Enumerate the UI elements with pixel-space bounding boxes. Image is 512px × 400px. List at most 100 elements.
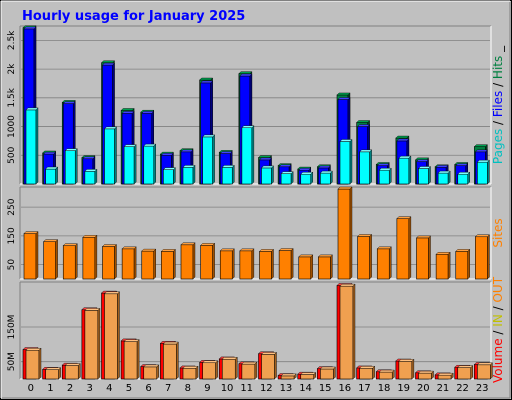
out-bar-top [241,361,258,365]
out-bar [457,367,472,380]
x-tick-label: 7 [165,383,171,394]
files-bar-top [141,111,155,114]
sites-bar-top [62,243,78,246]
x-tick-label: 10 [221,383,234,394]
sites-bar-top [82,235,98,238]
files-bar-top [376,163,390,166]
out-bar-top [221,357,238,360]
out-bar-top [261,352,277,355]
sites-bar-top [102,244,117,247]
sites-bar [141,250,155,280]
sites-bar [82,237,96,280]
out-bar-top [162,341,179,345]
out-bar [359,367,373,380]
x-tick-label: 0 [28,383,34,394]
pages-bar-side [94,168,98,185]
y-tick-label: 2.5k [7,30,17,50]
out-bar [163,343,177,380]
pages-bar [104,128,115,185]
out-bar [143,366,158,380]
x-tick-label: 21 [437,383,450,394]
pages-bar-top [280,171,294,174]
volume-in-out-label-part: IN [491,314,505,327]
out-bar [221,358,236,380]
files-bar-top [200,80,214,84]
sites-bar-top [239,248,255,252]
pages-files-hits-label-part: Pages [491,129,505,164]
sites-bar-top [200,243,216,246]
files-bar-top [239,73,253,77]
out-bar [104,293,118,380]
hits-bar-top [120,108,135,111]
pages-bar-top [241,125,255,128]
sites-bar-top [278,248,294,251]
files-bar-top [455,163,469,166]
out-bar [241,363,256,380]
sites-bar-side [35,231,39,280]
sites-bar [62,245,76,280]
out-bar [437,374,452,380]
sites-bar-top [474,234,490,237]
out-bar [182,367,197,380]
sites-bar-side [114,244,117,280]
out-bar [280,375,295,380]
out-bar [25,349,40,380]
volume-in-out-label-part: / [491,327,505,339]
pages-bar-top [339,139,353,142]
pages-bar-top [221,165,235,168]
x-tick-label: 6 [145,383,151,394]
files-bar-top [219,151,233,154]
files-bar-top [102,62,115,66]
pages-files-hits-label-part: / [491,79,505,91]
plot-area-0 [20,26,491,184]
y-tick-label: 50M [7,352,17,371]
pages-bar-top [418,166,431,169]
sites-bar-top [23,231,39,234]
sites-bar [435,253,449,280]
sites-bar [298,256,312,280]
sites-bar [455,251,469,280]
pages-bar-side [55,166,58,185]
pages-bar [25,109,37,185]
x-tick-label: 9 [204,383,210,394]
out-bar-side [254,361,258,380]
x-tick-label: 4 [106,383,112,394]
sites-bar [357,236,370,280]
hits-bar-top [473,144,488,147]
pages-bar-top [25,107,39,111]
out-bar [378,371,393,380]
files-bar-top [259,157,272,161]
y-tick-label: 150 [7,227,17,244]
x-tick-label: 23 [476,383,489,394]
volume-in-out-label-part: Volume [491,338,505,383]
out-bar-top [339,283,356,287]
pages-bar [339,141,351,185]
sites-bar-top [337,186,353,190]
out-bar [477,364,491,380]
sites-bar [200,245,213,280]
out-bar-side [97,307,101,380]
sites-bar-top [180,242,196,245]
sites-bar-side [310,254,313,280]
pages-bar-side [487,159,490,185]
pages-bar-top [261,165,274,169]
out-bar-top [104,291,120,294]
sites-bar-top [416,235,431,239]
pages-bar [261,167,272,185]
sites-bar-top [219,248,235,252]
pages-bar-top [182,165,196,168]
pages-files-hits-label-part: / [491,117,505,129]
sites-bar-side [232,248,235,280]
pages-bar-side [389,167,392,185]
pages-bar-top [378,168,392,171]
sites-bar-side [153,248,156,280]
files-bar-top [82,156,96,159]
out-bar [45,369,59,380]
files-bar-top [278,164,292,167]
pages-bar-top [45,166,59,170]
sites-bar-side [389,246,392,280]
x-tick-label: 13 [280,383,293,394]
hits-bar-top [101,60,115,63]
out-bar-top [64,363,81,366]
